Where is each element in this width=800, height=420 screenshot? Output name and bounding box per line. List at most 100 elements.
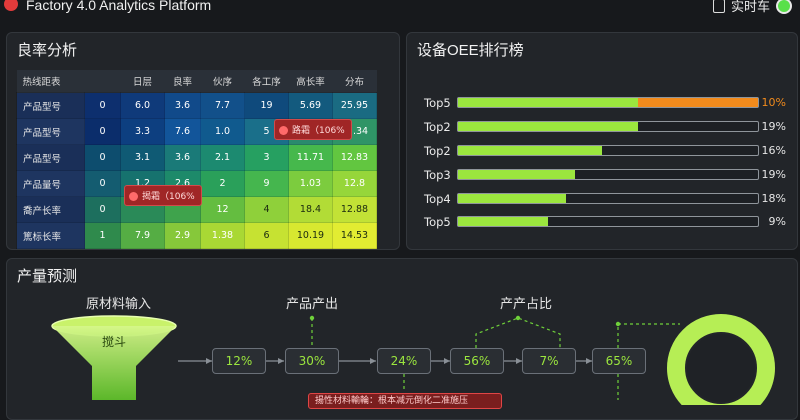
oee-rank-bar-fill bbox=[458, 217, 548, 226]
heatmap-column-header[interactable]: 热线距表 bbox=[16, 70, 85, 93]
oee-rank-bar bbox=[457, 216, 759, 227]
heatmap-column-header[interactable] bbox=[84, 70, 121, 93]
heatmap-cell[interactable]: 9 bbox=[244, 170, 289, 197]
heatmap-row-label: 产品型号 bbox=[16, 144, 85, 171]
heatmap-cell[interactable]: 0 bbox=[84, 144, 121, 171]
heatmap-column-header[interactable]: 高长率 bbox=[288, 70, 333, 93]
heatmap-cell[interactable]: 11.71 bbox=[288, 144, 333, 171]
heatmap-cell[interactable]: 3 bbox=[244, 144, 289, 171]
heatmap-row: 篤标长率 1 7.9 2.9 1.38 6 10.19 14.53 bbox=[16, 222, 377, 249]
oee-rank-percent: 9% bbox=[768, 215, 786, 228]
heatmap-cell[interactable]: 12.8 bbox=[332, 170, 377, 197]
heatmap-cell[interactable]: 3.6 bbox=[164, 92, 201, 119]
heatmap-cell[interactable]: 12.88 bbox=[332, 196, 377, 223]
heatmap-column-header[interactable]: 伙序 bbox=[200, 70, 245, 93]
heatmap-column-header[interactable]: 良率 bbox=[164, 70, 201, 93]
oee-rank-label: Top2 bbox=[424, 120, 451, 134]
heatmap-cell[interactable]: 1 bbox=[84, 222, 121, 249]
stage-label-input: 原材料输入 bbox=[86, 296, 152, 311]
heatmap-cell[interactable]: 7.9 bbox=[120, 222, 165, 249]
heatmap-cell[interactable]: 4 bbox=[244, 196, 289, 223]
funnel-label: 搅斗 bbox=[102, 335, 127, 349]
heatmap-column-header[interactable]: 各工序 bbox=[244, 70, 289, 93]
oee-rank-row[interactable]: Top5 10% bbox=[424, 96, 794, 110]
oee-rank-label: Top5 bbox=[424, 215, 451, 229]
heatmap-cell[interactable]: 1.03 bbox=[288, 170, 333, 197]
oee-rank-bar bbox=[457, 193, 759, 204]
oee-rank-bar-fill bbox=[458, 122, 638, 131]
heatmap-cell[interactable]: 7.7 bbox=[200, 92, 245, 119]
heatmap-cell[interactable]: 14.53 bbox=[332, 222, 377, 249]
heatmap-tooltip: 揭霜（106% bbox=[124, 185, 202, 206]
live-label: 实时车 bbox=[730, 0, 770, 15]
heatmap-cell[interactable]: 2.9 bbox=[164, 222, 201, 249]
flow-node[interactable]: 65% bbox=[592, 348, 646, 374]
oee-rank-bar bbox=[457, 169, 759, 180]
oee-rank-row[interactable]: Top4 18% bbox=[424, 192, 794, 206]
forecast-alert-banner[interactable]: 揚性材料輸輪：根本减元倒化二准施压 bbox=[308, 393, 502, 409]
live-status-indicator[interactable] bbox=[776, 0, 792, 14]
heatmap-cell[interactable]: 6 bbox=[244, 222, 289, 249]
oee-rank-row[interactable]: Top2 16% bbox=[424, 144, 794, 158]
oee-rank-percent: 16% bbox=[761, 144, 786, 157]
flow-node[interactable]: 24% bbox=[377, 348, 431, 374]
heatmap-cell[interactable]: 0 bbox=[84, 118, 121, 145]
heatmap-cell[interactable]: 3.6 bbox=[164, 144, 201, 171]
oee-rank-row[interactable]: Top5 9% bbox=[424, 215, 794, 229]
oee-rank-bar-fill bbox=[458, 194, 566, 203]
heatmap-row-label: 产品量号 bbox=[16, 170, 85, 197]
heatmap-cell[interactable]: 6.0 bbox=[120, 92, 165, 119]
stage-label-output: 产品产出 bbox=[286, 296, 339, 311]
heatmap-cell[interactable]: 0 bbox=[84, 92, 121, 119]
flow-node[interactable]: 7% bbox=[522, 348, 576, 374]
heatmap-cell[interactable]: 7.6 bbox=[164, 118, 201, 145]
heatmap-cell[interactable]: 19 bbox=[244, 92, 289, 119]
oee-rank-bar-fill bbox=[458, 170, 575, 179]
heatmap-cell[interactable]: 0 bbox=[84, 170, 121, 197]
live-toggle[interactable]: 实时车 bbox=[712, 0, 792, 15]
oee-rank-label: Top2 bbox=[424, 144, 451, 158]
heatmap-cell[interactable]: 3.1 bbox=[120, 144, 165, 171]
heatmap-cell[interactable]: 10.19 bbox=[288, 222, 333, 249]
oee-rank-bar-fill bbox=[458, 98, 638, 107]
heatmap-column-header[interactable]: 日层 bbox=[120, 70, 165, 93]
heatmap-row: 产品型号 0 6.0 3.6 7.7 19 5.69 25.95 bbox=[16, 92, 377, 119]
oee-rank-bar bbox=[457, 97, 759, 108]
oee-rank-percent: 19% bbox=[761, 168, 786, 181]
heatmap-cell[interactable]: 0 bbox=[84, 196, 121, 223]
oee-ranking-panel: 设备OEE排行榜 bbox=[406, 32, 798, 250]
heatmap-cell[interactable]: 1.0 bbox=[200, 118, 245, 145]
heatmap-row: 喬产长率 0 12 4 18.4 12.88 bbox=[16, 196, 377, 223]
heatmap-cell[interactable]: 25.95 bbox=[332, 92, 377, 119]
oee-rank-row[interactable]: Top2 19% bbox=[424, 120, 794, 134]
app-brand: Factory 4.0 Analytics Platform bbox=[4, 0, 211, 13]
oee-rank-percent: 19% bbox=[761, 120, 786, 133]
heatmap-cell[interactable]: 12.83 bbox=[332, 144, 377, 171]
flow-node[interactable]: 30% bbox=[285, 348, 339, 374]
logo-icon bbox=[4, 0, 18, 12]
oee-rank-bar bbox=[457, 121, 759, 132]
oee-rank-percent: 10% bbox=[761, 96, 786, 109]
oee-rank-label: Top5 bbox=[424, 96, 451, 110]
heatmap-cell[interactable]: 2 bbox=[200, 170, 245, 197]
heatmap-cell[interactable]: 12 bbox=[200, 196, 245, 223]
flow-node[interactable]: 12% bbox=[212, 348, 266, 374]
oee-rank-bar-highlight bbox=[638, 98, 758, 107]
oee-rank-label: Top3 bbox=[424, 168, 451, 182]
oee-rank-row[interactable]: Top3 19% bbox=[424, 168, 794, 182]
heatmap-column-header[interactable]: 分布 bbox=[332, 70, 377, 93]
heatmap-cell[interactable]: 18.4 bbox=[288, 196, 333, 223]
heatmap-row-label: 篤标长率 bbox=[16, 222, 85, 249]
heatmap-cell[interactable]: 3.3 bbox=[120, 118, 165, 145]
document-icon bbox=[712, 0, 725, 13]
heatmap-row: 产品型号 0 3.1 3.6 2.1 3 11.71 12.83 bbox=[16, 144, 377, 171]
heatmap-row-label: 产品型号 bbox=[16, 92, 85, 119]
heatmap-cell[interactable]: 2.1 bbox=[200, 144, 245, 171]
heatmap-cell[interactable]: 5.69 bbox=[288, 92, 333, 119]
flow-node[interactable]: 56% bbox=[450, 348, 504, 374]
heatmap-tooltip-text: 揭霜（106% bbox=[142, 192, 195, 202]
yield-heatmap-table: 热线距表 日层 良率 伙序 各工序 高长率 分布 产品型号 0 6.0 3.6 7.7 19 5.69 2… bbox=[16, 70, 377, 249]
yield-panel-title: 良率分析 bbox=[17, 42, 78, 59]
heatmap-cell[interactable]: 1.38 bbox=[200, 222, 245, 249]
stage-label-share: 产产占比 bbox=[500, 296, 553, 311]
